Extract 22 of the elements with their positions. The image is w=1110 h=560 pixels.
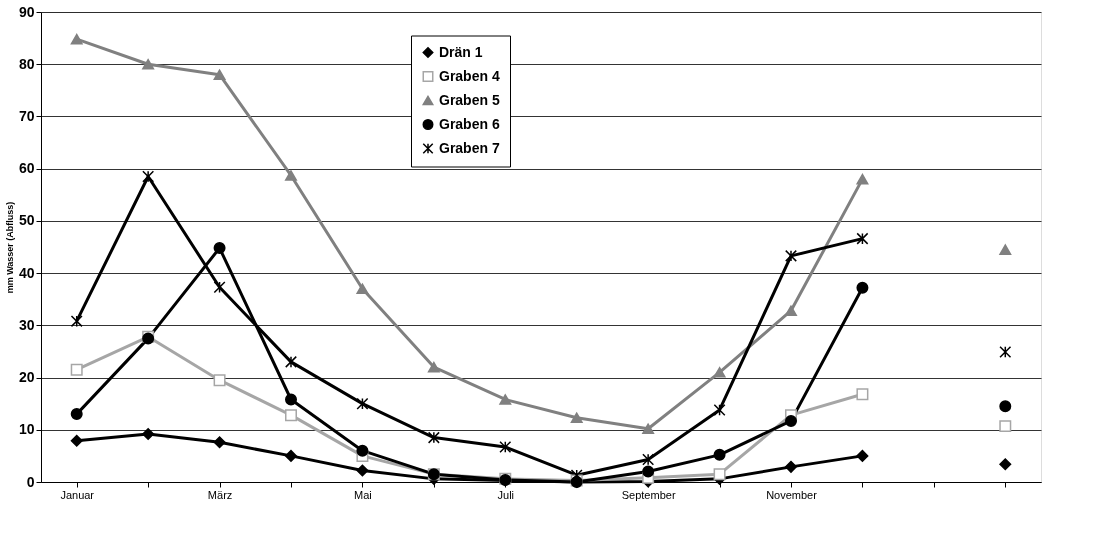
- y-tick-label: 80: [18, 55, 35, 72]
- x-tick-label: Mai: [354, 488, 372, 501]
- legend-label: Graben 5: [439, 91, 500, 108]
- legend-label: Graben 7: [439, 139, 500, 156]
- legend-label: Drän 1: [439, 43, 483, 60]
- y-tick-label: 70: [18, 107, 35, 124]
- y-tick-label: 90: [18, 3, 35, 20]
- x-tick-label: Juli: [497, 488, 515, 501]
- x-tick-label: Januar: [60, 488, 95, 501]
- y-tick-label: 50: [18, 212, 35, 229]
- y-tick-label: 0: [26, 473, 35, 490]
- y-tick-label: 20: [18, 369, 35, 386]
- y-axis-title: mm Wasser (Abfluss): [4, 201, 15, 294]
- y-tick-label: 40: [18, 264, 35, 281]
- legend-label: Graben 4: [439, 67, 500, 84]
- y-tick-label: 30: [18, 316, 35, 333]
- x-tick-label: September: [621, 488, 676, 501]
- y-tick-label: 60: [18, 160, 35, 177]
- x-tick-label: November: [766, 488, 818, 501]
- legend-label: Graben 6: [439, 115, 500, 132]
- y-tick-label: 10: [18, 421, 35, 438]
- x-tick-label: März: [207, 488, 233, 501]
